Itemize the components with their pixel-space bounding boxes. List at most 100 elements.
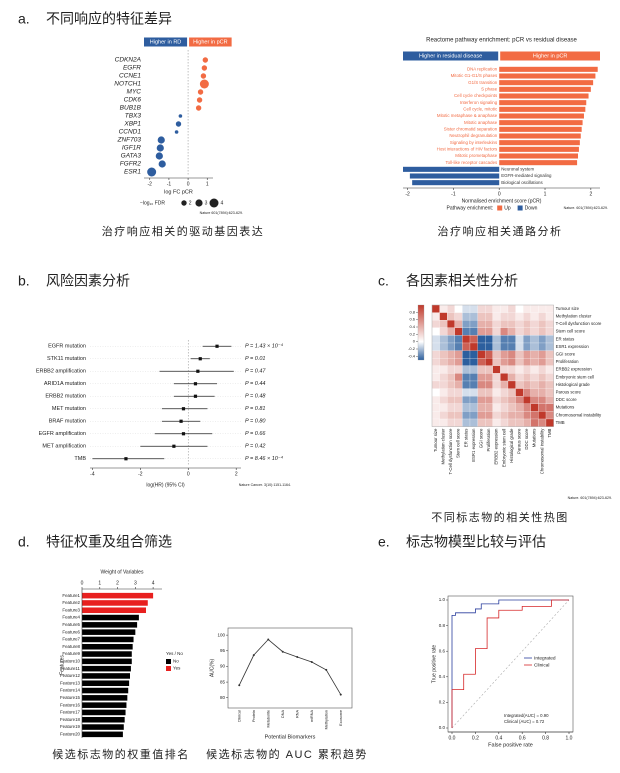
x-tick-label: 1: [544, 191, 547, 197]
heat-cell: [485, 350, 493, 359]
colorbar-label: -0.2: [408, 346, 416, 351]
x-tick-label: 0: [81, 580, 84, 586]
bar-label: Toll-like receptor cascades: [445, 160, 498, 165]
column-label: Methylation cluster: [441, 428, 446, 464]
panel-label: c.: [378, 273, 389, 289]
heat-cell: [431, 342, 440, 351]
heat-cell: [469, 373, 478, 382]
panel-title: 不同响应的特征差异: [46, 11, 172, 27]
heat-cell: [507, 403, 516, 412]
bar: [499, 100, 587, 106]
heat-cell: [507, 358, 516, 366]
bar-label: Mitotic metaphase & anaphase: [437, 113, 498, 118]
heat-cell: [507, 312, 516, 321]
heat-cell: [447, 388, 455, 397]
heat-cell: [500, 312, 509, 321]
x-tick-label: 0.0: [449, 735, 456, 741]
y-tick-label: EGFR mutation: [48, 344, 86, 350]
bar: [82, 607, 146, 614]
heat-cell: [439, 418, 448, 427]
y-tick-label: 80: [220, 695, 226, 700]
heat-cell: [492, 350, 501, 359]
p-value: P = 0.66: [245, 431, 266, 437]
heat-cell: [469, 358, 478, 366]
heat-cell: [530, 304, 539, 313]
x-tick-label: 0.4: [495, 735, 502, 741]
heat-cell: [447, 365, 455, 374]
bar: [499, 73, 596, 79]
point: [181, 407, 186, 411]
heat-cell: [500, 411, 509, 420]
heat-cell: [530, 365, 539, 374]
heat-cell: [523, 373, 531, 382]
heat-cell: [538, 320, 547, 328]
y-tick-label: Feature10: [60, 659, 81, 664]
heat-cell: [485, 411, 493, 420]
heat-cell: [500, 403, 509, 412]
heat-cell: [545, 350, 554, 359]
annotation: Higher in pCR: [193, 39, 228, 45]
heat-cell: [454, 411, 463, 420]
bar: [82, 629, 136, 635]
bar-label: G1/S transition: [468, 80, 498, 85]
x-tick-label: 1: [98, 580, 101, 586]
bar-label: Biological oscillations: [501, 180, 543, 185]
annotation-box: [403, 51, 499, 61]
heat-cell: [515, 380, 524, 389]
bar: [499, 160, 578, 166]
heat-cell: [485, 403, 493, 412]
heat-cell: [462, 304, 471, 313]
column-label: Stem cell score: [456, 428, 461, 458]
x-tick-label: 2: [116, 580, 119, 586]
bar: [499, 93, 589, 99]
heat-cell: [545, 320, 554, 328]
x-axis-label: Potential Biomarkers: [265, 734, 316, 740]
row-label: Embryonic stem cell: [556, 374, 594, 379]
heat-cell: [485, 304, 493, 313]
heat-cell: [515, 411, 524, 420]
heat-cell: [507, 373, 516, 382]
heat-cell: [477, 304, 486, 313]
bar-label: Mitotic G1-G1/S phases: [451, 73, 498, 78]
heat-cell: [538, 403, 547, 412]
legend-swatch: [166, 659, 171, 664]
heat-cell: [545, 411, 554, 420]
heat-cell: [469, 403, 478, 412]
heat-cell: [507, 350, 516, 359]
heat-cell: [507, 335, 516, 344]
heat-cell: [545, 396, 554, 404]
heat-cell: [500, 388, 509, 397]
x-tick-label: Metabolite: [266, 710, 270, 728]
heat-cell: [454, 320, 463, 328]
heat-cell: [462, 403, 471, 412]
heat-cell: [447, 350, 455, 359]
heat-cell: [523, 358, 531, 366]
heat-cell: [507, 342, 516, 351]
heat-cell: [545, 327, 554, 336]
y-tick-label: 90: [220, 664, 226, 669]
y-tick-label: 100: [217, 632, 225, 637]
heat-cell: [431, 312, 440, 321]
heat-cell: [538, 411, 547, 420]
heat-cell: [454, 418, 463, 427]
heat-cell: [492, 380, 501, 389]
heat-cell: [447, 312, 455, 321]
heat-cell: [431, 365, 440, 374]
heat-cell: [492, 388, 501, 397]
heat-cell: [469, 320, 478, 328]
legend-label: Down: [525, 205, 538, 211]
heat-cell: [454, 342, 463, 351]
panel-title: 特征权重及组合筛选: [46, 534, 172, 550]
bar: [499, 140, 580, 146]
source: Nature. 601(7894):623-629.: [564, 206, 608, 210]
column-label: Parous score: [517, 428, 522, 454]
legend-label: Integrated: [534, 655, 556, 661]
heat-cell: [507, 380, 516, 389]
column-label: Tumour size: [433, 428, 438, 452]
heat-cell: [538, 312, 547, 321]
heat-cell: [485, 388, 493, 397]
y-tick-label: 95: [220, 648, 226, 653]
heat-cell: [485, 312, 493, 321]
bar: [499, 66, 598, 72]
column-label: GGI score: [479, 428, 484, 448]
